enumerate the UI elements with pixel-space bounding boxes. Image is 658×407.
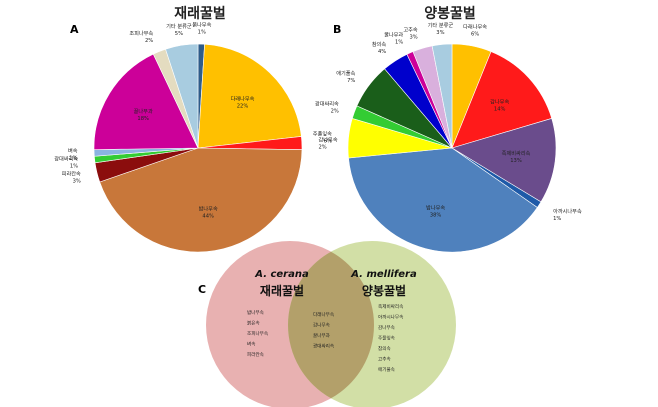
pie-a-label-6: 벼속 — [68, 147, 78, 155]
pie-b-percent-1: 14% — [494, 107, 506, 113]
pie-b-slice-4 — [348, 147, 538, 253]
venn-right-item-1: 아까시나무속 — [378, 314, 403, 321]
pie-a-percent-8: 2% — [145, 38, 153, 44]
pie-a-percent-4: 3% — [73, 178, 81, 184]
panel-label-c: C — [198, 283, 206, 296]
pie-b-slice-11 — [431, 43, 453, 149]
pie-b-slice-2 — [451, 118, 557, 203]
chart-a-title: 재래꿀벌 — [174, 5, 226, 22]
venn-left-species: A. cerana — [254, 269, 309, 280]
pie-a-label-7: 꿀나무과 — [134, 107, 153, 115]
pie-b-label-3: 아까시나무속 — [553, 207, 582, 215]
pie-b-label-7: 애기풀속 — [336, 69, 355, 77]
pie-b-label-4: 밤나무속 — [426, 203, 445, 211]
venn-right-item-3: 주풀잎속 — [378, 335, 395, 342]
pie-a-label-8: 조피나무속 — [129, 29, 153, 37]
pie-a-slice-7 — [93, 53, 199, 150]
pie-b-slice-1 — [451, 51, 553, 149]
pie-a-percent-5: 1% — [70, 163, 78, 169]
venn-left-name: 재래꿀벌 — [260, 283, 304, 298]
pie-b-label-10: 고추속 — [403, 25, 418, 33]
pie-a-percent-9: 5% — [175, 31, 183, 37]
pie-a-label-1: 다래나무속 — [231, 94, 255, 102]
pie-b-label-5: 주풀잎속 — [313, 129, 332, 137]
venn-left-item-2: 조피나무속 — [247, 330, 268, 337]
pie-b-percent-2: 13% — [510, 158, 522, 164]
pie-a-percent-1: 22% — [237, 103, 249, 109]
venn-left-item-3: 벼속 — [247, 341, 255, 348]
venn-overlap — [288, 251, 374, 399]
pie-a-slice-9 — [165, 43, 199, 149]
pie-a-slice-3 — [99, 147, 303, 253]
pie-a-percent-2: 2% — [319, 144, 327, 150]
venn-right-name: 양봉꿀벌 — [362, 283, 406, 298]
pie-a-label-4: 피라칸속 — [62, 169, 81, 177]
pie-b-percent-7: 7% — [347, 78, 355, 84]
pie-a-percent-0: 1% — [198, 29, 206, 35]
pie-b-label-9: 꿀나무과 — [384, 31, 403, 39]
pie-b-percent-3: 1% — [553, 216, 561, 222]
pie-a-slice-1 — [197, 43, 302, 149]
venn-right-item-4: 참의속 — [378, 345, 391, 352]
pie-b-percent-11: 3% — [436, 30, 444, 36]
venn-left-item-1: 붉은속 — [247, 320, 260, 327]
pie-b-label-8: 참의속 — [372, 40, 387, 48]
pie-b-percent-8: 4% — [378, 49, 386, 55]
pie-a-label-2: 감나무속 — [319, 135, 338, 143]
panel-label-a: A — [70, 23, 79, 36]
pie-b-label-1: 감나무속 — [490, 98, 509, 106]
venn-right-item-0: 족제비싸리속 — [378, 303, 403, 310]
venn-right-species: A. mellifera — [350, 269, 417, 280]
venn-right-item-5: 고추속 — [378, 356, 391, 363]
pie-b-label-11: 기타 분류군 — [428, 21, 454, 29]
pie-b-percent-6: 2% — [331, 108, 339, 114]
panel-label-b: B — [333, 23, 341, 36]
pie-a-percent-6: 1% — [69, 156, 77, 162]
chart-b-title: 양봉꿀벌 — [424, 5, 476, 22]
venn-left-item-0: 밤나무속 — [247, 309, 264, 316]
venn-right-item-6: 애기풀속 — [378, 366, 395, 373]
pie-b-percent-10: 3% — [409, 34, 417, 40]
pie-chart-b: 다래나무속6%감나무속14%족제비싸리속13%아까시나무속1%밤나무속38%주풀… — [313, 21, 582, 253]
venn-diagram: A. cerana 재래꿀벌 A. mellifera 양봉꿀벌 밤나무속붉은속… — [206, 241, 456, 407]
venn-shared-item-1: 감나무속 — [313, 322, 330, 329]
pie-b-percent-0: 6% — [471, 32, 479, 38]
venn-right-item-2: 감나무속 — [378, 324, 395, 331]
venn-shared-item-3: 광대싸리속 — [313, 343, 334, 350]
venn-shared-item-0: 다래나무속 — [313, 311, 334, 318]
pie-b-label-2: 족제비싸리속 — [502, 149, 531, 157]
pie-a-label-3: 밤나무속 — [199, 205, 218, 213]
pie-a-label-5: 광대싸리속 — [54, 154, 78, 162]
pie-b-label-6: 광대싸리속 — [315, 99, 339, 107]
pie-a-label-0: 붉나무속 — [192, 20, 211, 28]
venn-left-item-4: 피라칸속 — [247, 351, 264, 358]
pie-a-percent-3: 44% — [202, 214, 214, 220]
pie-b-label-0: 다래나무속 — [463, 23, 487, 31]
pie-b-percent-5: 6% — [324, 138, 332, 144]
pie-a-label-9: 기타 분류군 — [166, 22, 192, 30]
venn-shared-item-2: 꿀나무과 — [313, 332, 331, 339]
pie-b-percent-9: 1% — [395, 40, 403, 46]
pie-b-percent-4: 38% — [430, 212, 442, 218]
pie-a-percent-7: 18% — [137, 116, 149, 122]
pie-chart-a: 붉나무속1%다래나무속22%감나무속2%밤나무속44%피라칸속3%광대싸리속1%… — [54, 20, 338, 253]
